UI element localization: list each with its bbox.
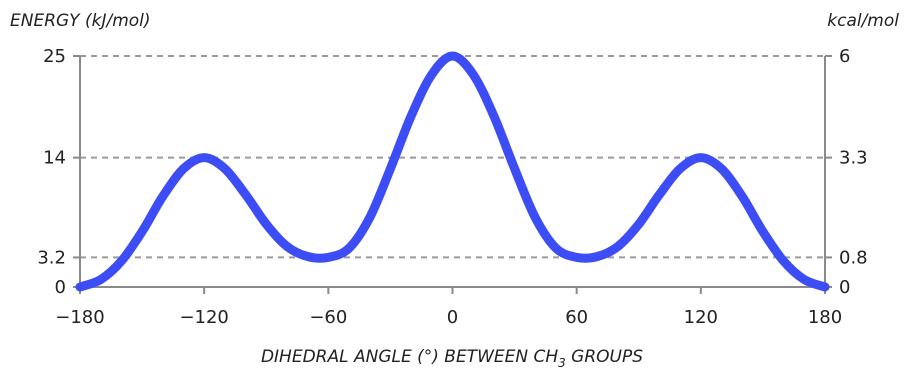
x-tick-label-5: 120 xyxy=(684,307,718,328)
x-axis-title-end: GROUPS xyxy=(566,347,643,367)
y-tick-label-0: 0 xyxy=(55,277,66,298)
x-axis-title-main: DIHEDRAL ANGLE (°) BETWEEN CH xyxy=(261,347,558,367)
x-tick-label-2: −60 xyxy=(309,307,347,328)
gridlines xyxy=(80,55,825,259)
y-tick-label-3: 25 xyxy=(43,46,66,67)
y-tick-label-1: 3.2 xyxy=(37,247,66,268)
energy-curve-layer xyxy=(75,51,830,292)
y2-tick-label-0: 0 xyxy=(839,277,850,298)
y2-tick-label-3: 6 xyxy=(839,46,850,67)
y2-tick-label-2: 3.3 xyxy=(839,148,868,169)
x-axis-title-subscript: 3 xyxy=(558,356,566,370)
y-axis-title: ENERGY (kJ/mol) xyxy=(10,11,151,31)
y2-tick-label-1: 0.8 xyxy=(839,247,868,268)
ticks: −180 −120 −60 0 60 120 180 0 3.2 14 25 0 0.8 3.3 6 xyxy=(37,46,867,328)
x-tick-label-4: 60 xyxy=(565,307,588,328)
y-tick-label-2: 14 xyxy=(43,148,66,169)
x-tick-label-6: 180 xyxy=(808,307,842,328)
axes xyxy=(79,56,826,288)
x-tick-label-0: −180 xyxy=(55,307,104,328)
energy-curve-0 xyxy=(75,51,830,292)
x-axis-title: DIHEDRAL ANGLE (°) BETWEEN CH3 GROUPS xyxy=(261,347,643,370)
x-tick-label-3: 0 xyxy=(447,307,458,328)
y2-axis-title: kcal/mol xyxy=(827,11,899,31)
x-tick-label-1: −120 xyxy=(179,307,228,328)
